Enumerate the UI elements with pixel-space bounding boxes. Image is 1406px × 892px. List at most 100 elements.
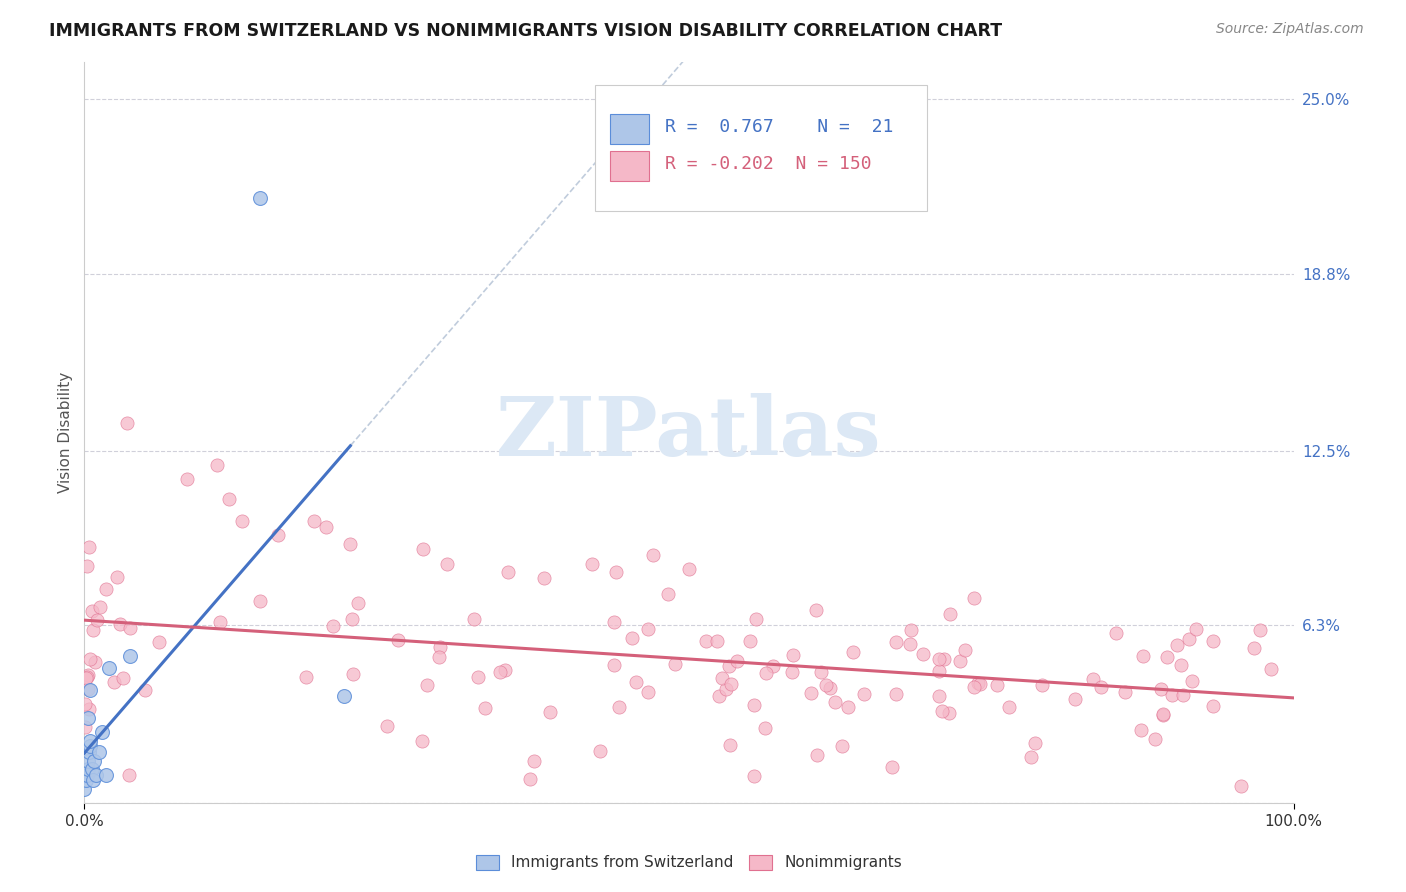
Point [267,528,290,542]
Text: R = -0.202  N = 150: R = -0.202 N = 150 [665,155,872,173]
Point [86,613,108,627]
Point [1201,698,1223,713]
Point [105,570,128,584]
Text: ZIPatlas: ZIPatlas [496,392,882,473]
Point [969,677,991,691]
Point [754,721,776,735]
Point [678,562,700,576]
Point [824,695,846,709]
Point [1090,680,1112,694]
Point [900,623,922,637]
Point [928,665,950,679]
Point [80,604,103,618]
Point [762,659,785,673]
Point [1019,750,1042,764]
Point [841,644,863,658]
Point [83,754,105,768]
Point [742,698,765,712]
Point [607,699,630,714]
Point [103,675,125,690]
Point [208,615,231,629]
Point [800,686,823,700]
Point [706,634,728,648]
Point [814,677,837,691]
Point [76,767,98,781]
Point [1083,672,1105,686]
Point [884,686,907,700]
FancyBboxPatch shape [610,114,650,144]
Point [1105,626,1128,640]
Point [533,571,555,585]
Point [148,635,170,649]
Point [1185,622,1208,636]
Point [624,674,647,689]
Point [605,565,627,579]
Point [375,719,398,733]
Point [714,681,737,696]
Point [474,701,496,715]
Point [1144,732,1167,747]
Point [84,655,107,669]
Point [725,654,748,668]
Point [1132,648,1154,663]
Point [429,640,451,655]
Point [810,665,832,679]
Point [932,652,955,666]
Point [108,617,131,632]
Point [931,704,953,718]
Point [134,683,156,698]
Point [73,721,96,735]
Point [963,591,986,605]
Point [967,676,990,690]
Point [496,565,519,579]
Point [73,697,96,711]
Point [79,701,101,715]
Point [780,665,803,679]
Point [1202,634,1225,648]
Point [853,687,876,701]
Point [176,472,198,486]
Point [641,548,664,562]
Point [939,607,962,622]
Point [538,705,561,719]
Point [494,663,516,677]
Point [94,582,117,596]
Point [755,666,778,681]
Point [718,738,741,752]
Point [342,667,364,681]
Point [80,762,103,776]
Point [898,637,921,651]
Point [436,557,458,571]
Point [589,744,612,758]
Point [79,683,101,698]
Point [1114,684,1136,698]
Point [120,621,142,635]
Point [340,612,363,626]
Point [1230,779,1253,793]
Point [427,649,450,664]
Point [82,623,104,637]
Point [744,769,766,783]
Point [115,416,138,430]
Point [120,649,142,664]
Point [333,689,356,703]
Point [302,514,325,528]
Point [488,665,510,679]
Point [1178,632,1201,646]
Point [76,670,98,684]
Point [322,619,344,633]
Point [412,542,434,557]
Point [75,773,97,788]
Point [346,596,368,610]
Point [620,631,643,645]
Point [831,739,853,753]
Text: IMMIGRANTS FROM SWITZERLAND VS NONIMMIGRANTS VISION DISABILITY CORRELATION CHART: IMMIGRANTS FROM SWITZERLAND VS NONIMMIGR… [49,22,1002,40]
Point [249,190,271,204]
Point [710,671,733,685]
Point [720,677,742,691]
Point [86,767,108,781]
Point [1150,681,1173,696]
Text: Source: ZipAtlas.com: Source: ZipAtlas.com [1216,22,1364,37]
Point [963,680,986,694]
Point [77,754,100,768]
